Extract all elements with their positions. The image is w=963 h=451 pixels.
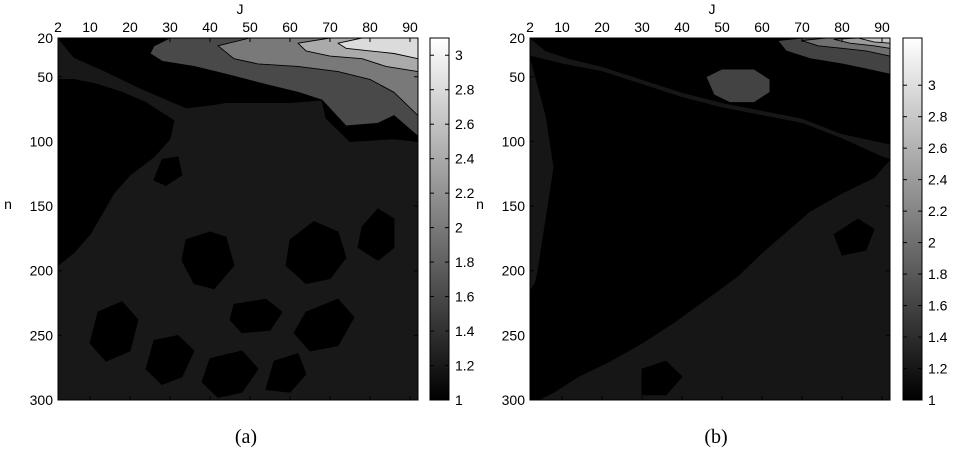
x-tick-label: 90 (402, 19, 418, 35)
colorbar-tick-label: 2.8 (455, 82, 475, 98)
colorbar-tick-label: 1.8 (455, 254, 475, 270)
y-tick-label: 250 (30, 327, 54, 343)
colorbar-tick-label: 3 (455, 47, 463, 63)
low-value-region-6 (357, 208, 395, 261)
colorbar-tick-label: 1.2 (928, 361, 948, 377)
colorbar-tick-label: 1.4 (455, 323, 475, 339)
low-value-region-4 (285, 221, 347, 285)
colorbar-tick-label: 2 (455, 220, 463, 236)
colorbar (429, 37, 450, 401)
x-tick-label: 2 (54, 19, 62, 35)
panel-a: 2 10 20 30 40 50 60 70 80 90 20 50 100 150 200 250 300 Jn… (4, 1, 475, 408)
panel-b: 2 10 20 30 40 50 60 70 80 90 20 50 100 150 200 250 300 Jn… (476, 1, 948, 408)
colorbar-tick-label: 3 (928, 77, 936, 93)
y-tick-label: 20 (509, 30, 525, 46)
x-tick-label: 10 (554, 19, 570, 35)
low-value-region-1 (153, 156, 183, 186)
x-tick-label: 70 (794, 19, 810, 35)
colorbar-tick-label: 1 (455, 392, 463, 408)
y-tick-label: 50 (509, 69, 525, 85)
colorbar-tick-label: 1.6 (455, 289, 475, 305)
colorbar-tick-label: 2.6 (928, 140, 948, 156)
x-tick-label: 20 (122, 19, 138, 35)
x-tick-label: 2 (526, 19, 534, 35)
low-value-region-9 (201, 350, 259, 398)
x-tick-label: 30 (162, 19, 178, 35)
plot-frame (529, 37, 891, 401)
low-value-region-0 (58, 78, 175, 266)
low-value-region-5 (293, 298, 355, 352)
y-tick-label: 100 (502, 133, 526, 149)
low-value-region-0 (530, 55, 890, 400)
y-tick-label: 300 (502, 392, 526, 408)
colorbar-tick-label: 1.4 (928, 329, 948, 345)
colorbar-tick-label: 2.8 (928, 109, 948, 125)
x-tick-label: 10 (82, 19, 98, 35)
colorbar-tick-label: 1.8 (928, 266, 948, 282)
x-tick-label: 40 (202, 19, 218, 35)
colorbar-tick-label: 2 (928, 235, 936, 251)
colorbar-tick-label: 1.2 (455, 358, 475, 374)
heatmap-area (58, 38, 418, 400)
x-tick-label: 80 (834, 19, 850, 35)
y-tick-label: 20 (37, 30, 53, 46)
x-axis-label: J (709, 1, 716, 17)
contour-region-4 (337, 38, 418, 60)
low-value-region-2 (641, 360, 683, 396)
colorbar-tick-label: 1.6 (928, 298, 948, 314)
y-tick-label: 200 (30, 263, 54, 279)
y-tick-label: 250 (502, 327, 526, 343)
low-value-region-3 (229, 298, 283, 334)
x-tick-label: 90 (874, 19, 890, 35)
low-value-region-10 (265, 353, 307, 393)
low-value-region-7 (89, 301, 139, 362)
contour-region-1 (705, 68, 771, 104)
x-tick-label: 60 (282, 19, 298, 35)
x-tick-label: 40 (674, 19, 690, 35)
x-tick-label: 20 (594, 19, 610, 35)
x-tick-label: 50 (242, 19, 258, 35)
colorbar-tick-label: 2.4 (928, 172, 948, 188)
colorbar-tick-label: 2.2 (455, 185, 475, 201)
caption-a: (a) (235, 426, 257, 448)
heatmap-area (530, 38, 890, 400)
x-tick-label: 50 (714, 19, 730, 35)
y-axis-label: n (476, 196, 484, 212)
plot-frame (57, 37, 419, 401)
caption-b: (b) (704, 426, 727, 448)
y-tick-label: 300 (30, 392, 54, 408)
x-axis-label: J (237, 1, 244, 17)
y-axis-label: n (4, 196, 12, 212)
colorbar-tick-label: 1 (928, 392, 936, 408)
low-value-region-8 (145, 334, 195, 385)
low-value-region-3 (833, 218, 875, 256)
colorbar (902, 37, 923, 401)
y-tick-label: 150 (502, 198, 526, 214)
x-tick-label: 70 (322, 19, 338, 35)
colorbar-tick-label: 2.4 (455, 151, 475, 167)
x-tick-label: 30 (634, 19, 650, 35)
y-tick-label: 50 (37, 69, 53, 85)
x-tick-label: 80 (362, 19, 378, 35)
colorbar-tick-label: 2.6 (455, 116, 475, 132)
y-tick-label: 150 (30, 198, 54, 214)
y-tick-label: 200 (502, 263, 526, 279)
low-value-region-2 (181, 231, 235, 290)
x-tick-label: 60 (754, 19, 770, 35)
low-value-region-1 (530, 278, 555, 331)
y-tick-label: 100 (30, 133, 54, 149)
colorbar-tick-label: 2.2 (928, 203, 948, 219)
